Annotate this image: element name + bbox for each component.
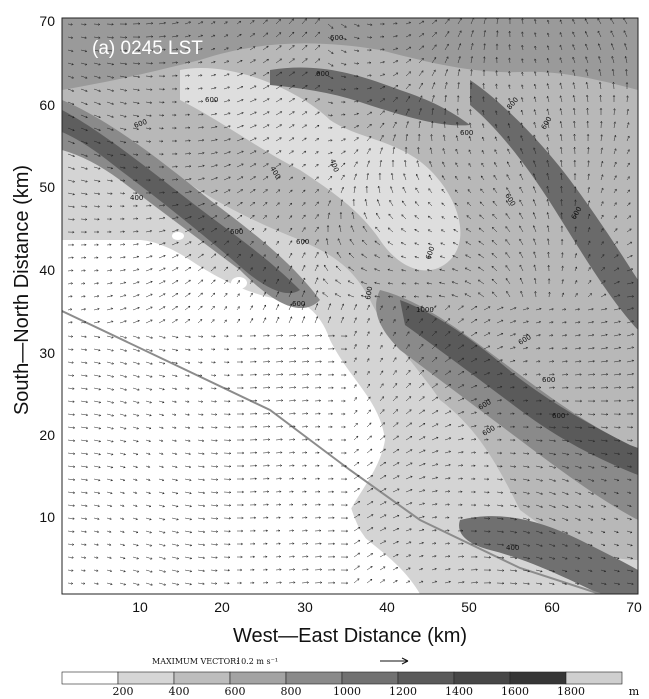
- colorbar-tick: 1000: [333, 685, 361, 698]
- max-vector-arrowhead: [401, 657, 409, 665]
- plot-frame: [61, 17, 639, 595]
- x-tick-label: 30: [297, 599, 313, 615]
- elevation-colorbar: [61, 671, 623, 685]
- colorbar-tick: 1800: [557, 685, 585, 698]
- colorbar-segment: [341, 671, 399, 685]
- contour-label: 600: [205, 96, 218, 104]
- terrain-shading: [62, 18, 638, 594]
- y-tick-label: 30: [39, 345, 55, 361]
- x-tick-label: 70: [626, 599, 642, 615]
- x-tick-label: 60: [544, 599, 560, 615]
- contour-label: 600: [316, 70, 329, 78]
- x-axis: 10 20 30 40 50 60 70 West—East Distance …: [132, 599, 642, 647]
- colorbar-tick: 600: [225, 685, 246, 698]
- colorbar-segment: [397, 671, 455, 685]
- colorbar-segment: [285, 671, 343, 685]
- max-vector-legend: MAXIMUM VECTOR: 10.2 m s⁻¹: [152, 657, 409, 666]
- colorbar-segment: [229, 671, 287, 685]
- colorbar-tick-labels: 200 400 600 800 1000 1200 1400 1600 1800…: [113, 685, 640, 698]
- y-tick-label: 40: [39, 262, 55, 278]
- colorbar-tick: 1600: [501, 685, 529, 698]
- contour-label: 600: [460, 129, 473, 137]
- x-tick-label: 20: [214, 599, 230, 615]
- boundary-line: [62, 310, 601, 594]
- y-tick-label: 20: [39, 427, 55, 443]
- y-axis-label: South—North Distance (km): [11, 165, 33, 415]
- y-axis: 10 20 30 40 50 60 70 South—North Distanc…: [11, 13, 55, 525]
- contour-label: 600: [542, 376, 555, 384]
- colorbar-tick: 400: [169, 685, 190, 698]
- colorbar-segment: [565, 671, 623, 685]
- max-vector-label: MAXIMUM VECTOR:: [152, 657, 239, 666]
- x-axis-label: West—East Distance (km): [233, 625, 467, 647]
- wind-vectors-path: [67, 18, 634, 586]
- x-tick-label: 10: [132, 599, 148, 615]
- x-tick-label: 40: [379, 599, 395, 615]
- colorbar-segment: [453, 671, 511, 685]
- y-tick-label: 60: [39, 97, 55, 113]
- wind-vector-field: [67, 18, 634, 586]
- contour-label: 1000: [416, 306, 434, 314]
- colorbar-tick: 800: [281, 685, 302, 698]
- colorbar-segment: [117, 671, 175, 685]
- contour-label: 600: [230, 228, 243, 236]
- contour-label: 400: [506, 544, 519, 552]
- contour-label: 600: [364, 286, 374, 301]
- colorbar-unit: m: [629, 685, 640, 698]
- contour-label: 600: [292, 300, 305, 308]
- colorbar-segment: [173, 671, 231, 685]
- contour-label: 600: [296, 238, 309, 246]
- colorbar-tick: 200: [113, 685, 134, 698]
- map-plot-area: 600 400 600 400 600 600 400 600 600 600 …: [62, 18, 638, 594]
- colorbar-segment: [61, 671, 119, 685]
- colorbar-tick: 1200: [389, 685, 417, 698]
- colorbar-tick: 1400: [445, 685, 473, 698]
- x-tick-label: 50: [461, 599, 477, 615]
- panel-label: (a) 0245 LST: [92, 38, 203, 59]
- max-vector-value: 10.2 m s⁻¹: [236, 657, 278, 666]
- contour-label: 600: [552, 412, 565, 420]
- y-tick-label: 50: [39, 179, 55, 195]
- contour-label: 600: [330, 34, 343, 42]
- contour-label: 400: [130, 194, 143, 202]
- y-tick-label: 70: [39, 13, 55, 29]
- y-tick-label: 10: [39, 509, 55, 525]
- colorbar-segment: [509, 671, 567, 685]
